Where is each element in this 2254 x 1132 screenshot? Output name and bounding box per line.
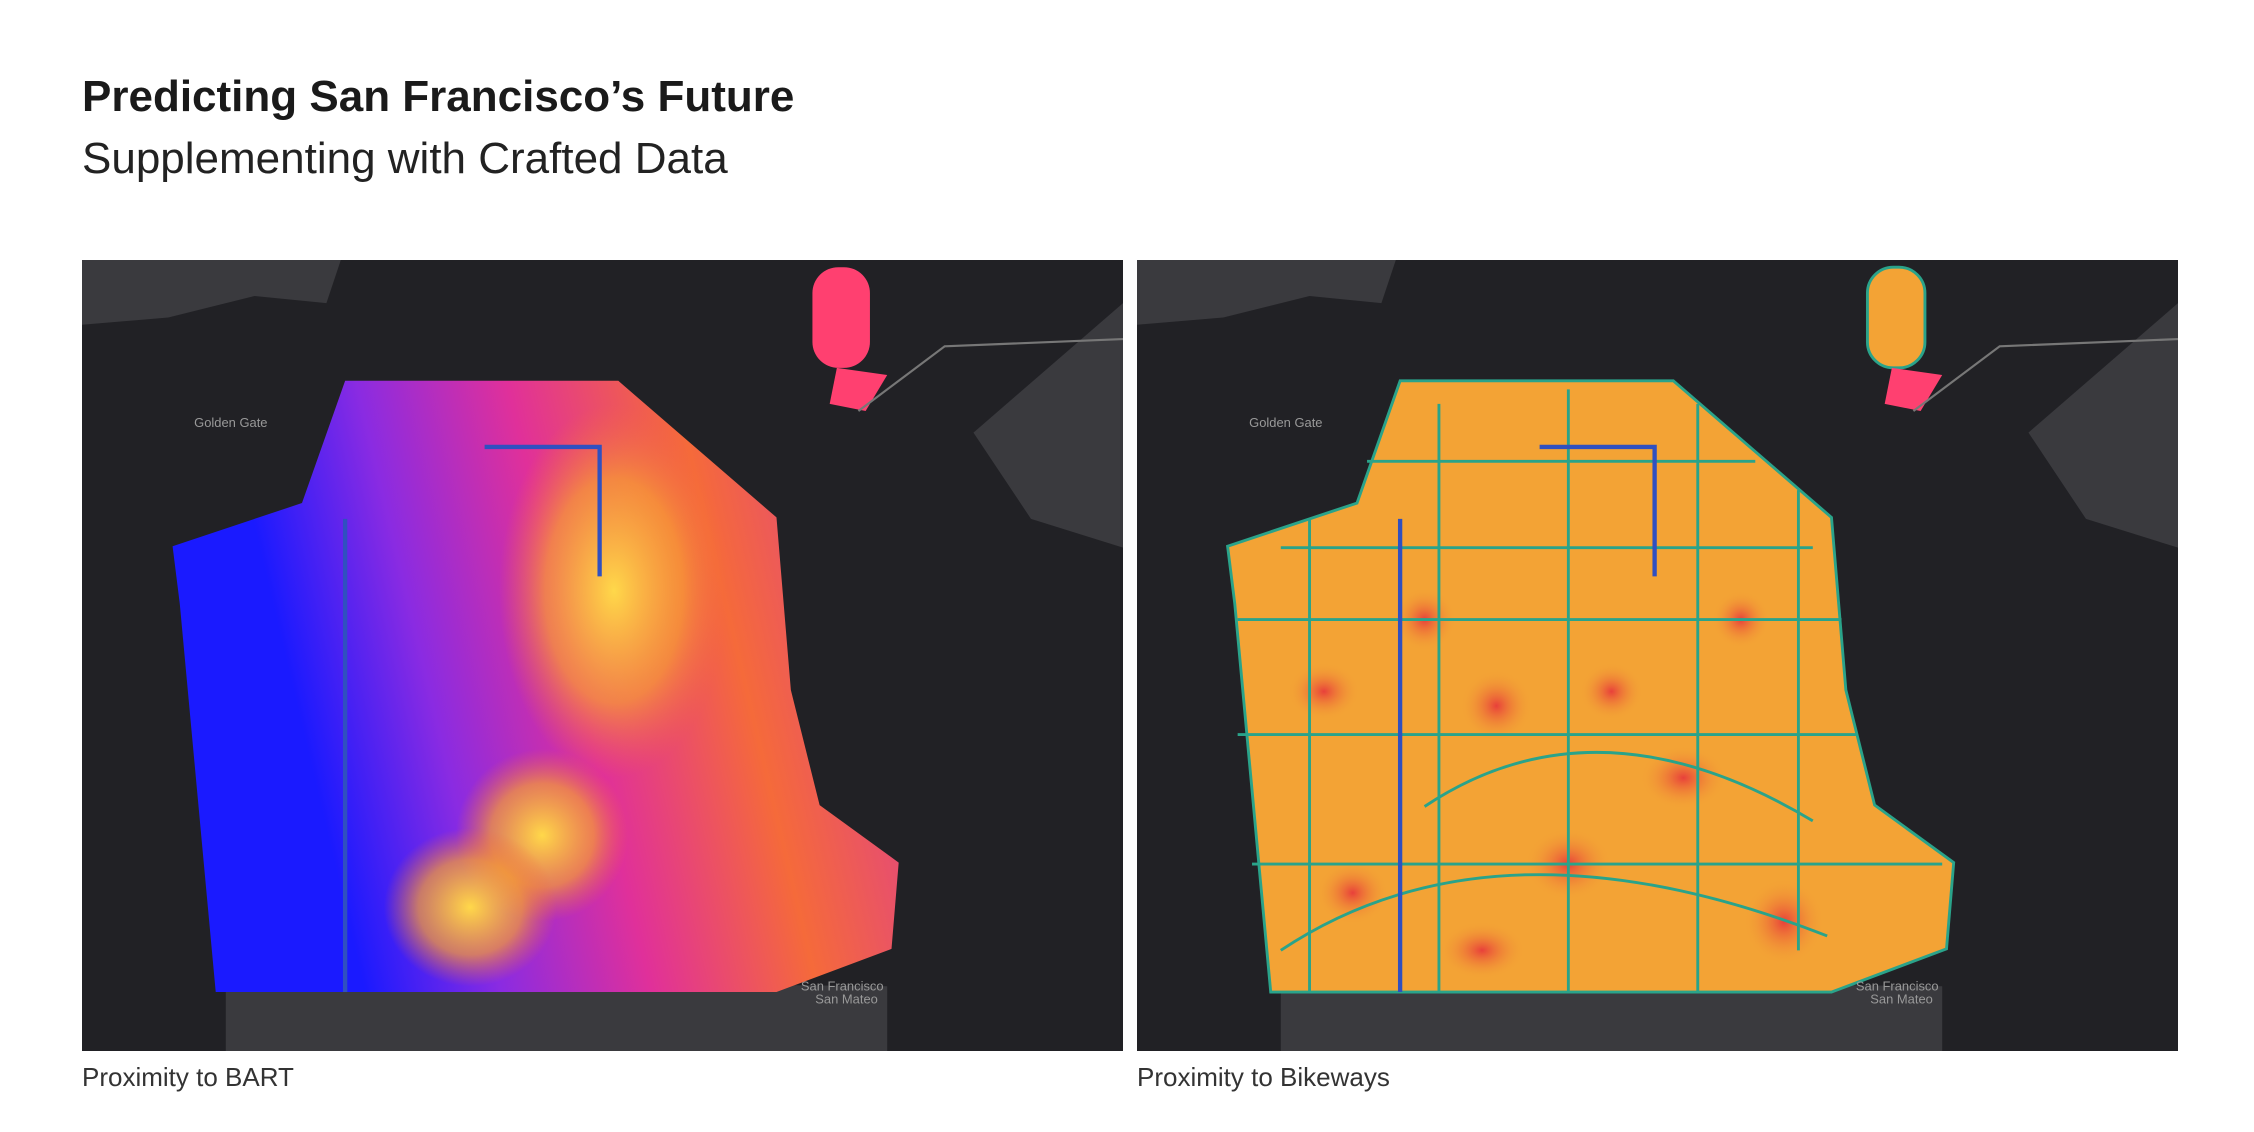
map-label: San Mateo xyxy=(1870,992,1933,1007)
title: Predicting San Francisco’s Future xyxy=(82,72,795,121)
subtitle: Supplementing with Crafted Data xyxy=(82,134,728,183)
map-label: San Francisco xyxy=(801,979,884,994)
map-label: San Mateo xyxy=(815,992,878,1007)
map-bikeways: Golden Gate San Francisco San Mateo xyxy=(1137,260,2178,1051)
map-bart: Golden Gate San Francisco San Mateo xyxy=(82,260,1123,1051)
map-label: Golden Gate xyxy=(194,415,267,430)
caption: Proximity to Bikeways xyxy=(1137,1062,1390,1092)
map-label: Golden Gate xyxy=(1249,415,1322,430)
caption: Proximity to BART xyxy=(82,1062,294,1092)
map-label: San Francisco xyxy=(1856,979,1939,994)
